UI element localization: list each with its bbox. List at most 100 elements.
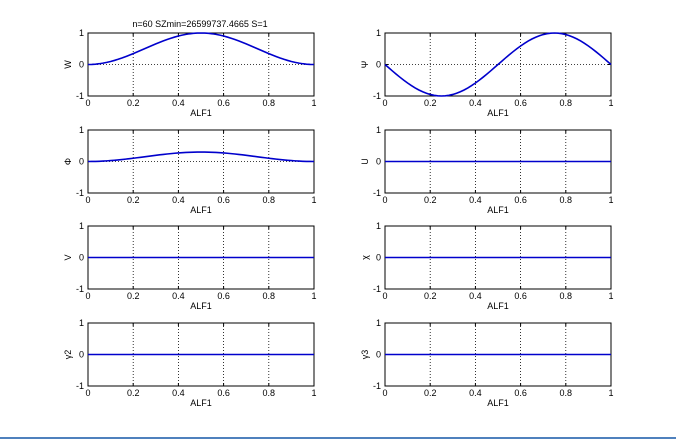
x-tick-label: 1 bbox=[311, 388, 316, 398]
x-tick-label: 0 bbox=[85, 98, 90, 108]
y-axis-label: Φ bbox=[63, 158, 73, 165]
x-tick-label: 0 bbox=[382, 291, 387, 301]
x-tick-label: 0.2 bbox=[127, 195, 140, 205]
y-tick-label: 0 bbox=[376, 157, 381, 167]
y-axis-label: U bbox=[360, 158, 370, 165]
x-tick-label: 1 bbox=[608, 195, 613, 205]
y-tick-label: 1 bbox=[79, 28, 84, 38]
x-axis-label: ALF1 bbox=[190, 301, 212, 311]
y-tick-label: -1 bbox=[373, 284, 381, 294]
x-tick-label: 0.6 bbox=[514, 291, 527, 301]
x-tick-label: 0.6 bbox=[217, 195, 230, 205]
x-tick-label: 0 bbox=[382, 98, 387, 108]
x-axis-label: ALF1 bbox=[487, 301, 509, 311]
x-tick-label: 0.4 bbox=[469, 291, 482, 301]
y-tick-label: 0 bbox=[79, 157, 84, 167]
y-axis-label: γ2 bbox=[63, 350, 73, 360]
y-tick-label: 1 bbox=[376, 125, 381, 135]
y-tick-label: 1 bbox=[376, 318, 381, 328]
frame-bottom-rule bbox=[0, 437, 676, 439]
y-tick-label: 0 bbox=[79, 253, 84, 263]
series-line bbox=[384, 32, 612, 97]
y-tick-label: 1 bbox=[79, 125, 84, 135]
x-axis-label: ALF1 bbox=[190, 108, 212, 118]
x-axis-label: ALF1 bbox=[487, 205, 509, 215]
series-line bbox=[87, 32, 315, 66]
x-tick-label: 0.4 bbox=[469, 195, 482, 205]
y-tick-label: 1 bbox=[376, 28, 381, 38]
y-tick-label: 1 bbox=[79, 318, 84, 328]
y-axis-label: W bbox=[63, 60, 73, 69]
x-tick-label: 0.2 bbox=[127, 388, 140, 398]
x-tick-label: 0.6 bbox=[514, 195, 527, 205]
y-tick-label: -1 bbox=[373, 381, 381, 391]
x-tick-label: 0.8 bbox=[263, 98, 276, 108]
x-axis-label: ALF1 bbox=[487, 108, 509, 118]
x-tick-label: 0.2 bbox=[127, 98, 140, 108]
axes-box bbox=[87, 129, 315, 194]
y-tick-label: -1 bbox=[373, 91, 381, 101]
x-tick-label: 0 bbox=[85, 195, 90, 205]
axes-box bbox=[87, 32, 315, 97]
x-tick-label: 0.4 bbox=[172, 291, 185, 301]
x-tick-label: 0.2 bbox=[127, 291, 140, 301]
x-tick-label: 0 bbox=[382, 388, 387, 398]
y-tick-label: 0 bbox=[376, 253, 381, 263]
x-axis-label: ALF1 bbox=[487, 398, 509, 408]
y-tick-label: -1 bbox=[76, 188, 84, 198]
x-tick-label: 0.4 bbox=[172, 388, 185, 398]
y-axis-label: γ3 bbox=[360, 350, 370, 360]
x-tick-label: 0.4 bbox=[469, 98, 482, 108]
x-tick-label: 0.8 bbox=[560, 291, 573, 301]
x-tick-label: 0.8 bbox=[263, 291, 276, 301]
x-tick-label: 0.8 bbox=[560, 98, 573, 108]
x-tick-label: 0.4 bbox=[172, 98, 185, 108]
x-tick-label: 0.2 bbox=[424, 388, 437, 398]
y-tick-label: 1 bbox=[79, 221, 84, 231]
x-tick-label: 0.8 bbox=[560, 388, 573, 398]
x-tick-label: 0.4 bbox=[172, 195, 185, 205]
x-tick-label: 0.6 bbox=[217, 98, 230, 108]
x-tick-label: 0.8 bbox=[263, 195, 276, 205]
y-tick-label: -1 bbox=[76, 284, 84, 294]
x-tick-label: 1 bbox=[311, 291, 316, 301]
x-tick-label: 0.2 bbox=[424, 291, 437, 301]
x-tick-label: 1 bbox=[608, 98, 613, 108]
x-tick-label: 0 bbox=[382, 195, 387, 205]
x-axis-label: ALF1 bbox=[190, 398, 212, 408]
x-tick-label: 0 bbox=[85, 388, 90, 398]
x-tick-label: 0.6 bbox=[514, 98, 527, 108]
x-tick-label: 0.4 bbox=[469, 388, 482, 398]
x-tick-label: 0.8 bbox=[263, 388, 276, 398]
x-tick-label: 0.6 bbox=[217, 291, 230, 301]
y-tick-label: -1 bbox=[373, 188, 381, 198]
x-tick-label: 1 bbox=[608, 291, 613, 301]
y-tick-label: 0 bbox=[376, 60, 381, 70]
x-tick-label: 1 bbox=[311, 98, 316, 108]
y-tick-label: -1 bbox=[76, 91, 84, 101]
y-tick-label: 0 bbox=[376, 350, 381, 360]
x-tick-label: 0 bbox=[85, 291, 90, 301]
x-tick-label: 1 bbox=[311, 195, 316, 205]
figure-title: n=60 SZmin=26599737.4665 S=1 bbox=[132, 19, 267, 29]
y-axis-label: Ψ bbox=[360, 61, 370, 69]
series-line bbox=[87, 151, 315, 163]
x-axis-label: ALF1 bbox=[190, 205, 212, 215]
y-tick-label: 0 bbox=[79, 60, 84, 70]
y-axis-label: V bbox=[63, 254, 73, 260]
x-tick-label: 0.2 bbox=[424, 195, 437, 205]
x-tick-label: 1 bbox=[608, 388, 613, 398]
y-axis-label: χ bbox=[360, 255, 370, 260]
x-tick-label: 0.2 bbox=[424, 98, 437, 108]
y-tick-label: 1 bbox=[376, 221, 381, 231]
x-tick-label: 0.8 bbox=[560, 195, 573, 205]
y-tick-label: 0 bbox=[79, 350, 84, 360]
